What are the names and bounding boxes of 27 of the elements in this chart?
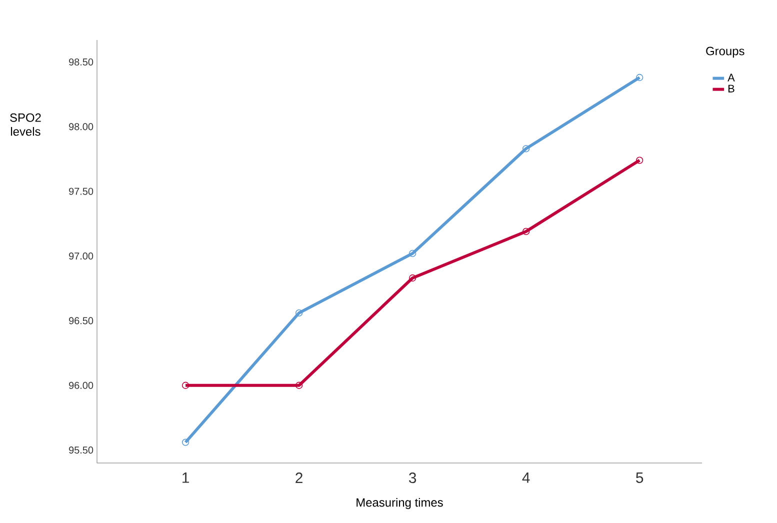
x-tick-label: 2 <box>296 472 302 483</box>
point <box>182 382 190 389</box>
legend-label: A <box>728 74 735 82</box>
legend-label: B <box>728 84 734 92</box>
point <box>408 250 416 258</box>
point <box>636 156 644 164</box>
y-axis-title: SPO2 levels <box>10 113 41 136</box>
y-tick-label: 98.50 <box>69 58 94 66</box>
y-tick-label: 97.00 <box>69 252 94 260</box>
point <box>522 145 530 152</box>
point <box>408 274 416 282</box>
y-tick-label: 96.00 <box>69 382 94 389</box>
point <box>522 228 530 236</box>
x-tick-label: 3 <box>408 472 416 484</box>
point <box>636 74 644 82</box>
x-tick-label: 5 <box>636 472 644 483</box>
x-tick-label: 4 <box>522 472 530 483</box>
x-tick-label: 1 <box>182 472 189 483</box>
point <box>182 438 190 446</box>
y-tick-label: 96.50 <box>69 317 94 324</box>
y-tick-label: 98.00 <box>69 123 94 130</box>
point <box>295 309 303 317</box>
y-tick-label: 97.50 <box>69 188 94 195</box>
point <box>295 382 303 389</box>
x-axis-title: Measuring times <box>356 498 443 510</box>
legend-title: Groups <box>706 46 744 58</box>
y-tick-label: 95.50 <box>69 446 94 454</box>
